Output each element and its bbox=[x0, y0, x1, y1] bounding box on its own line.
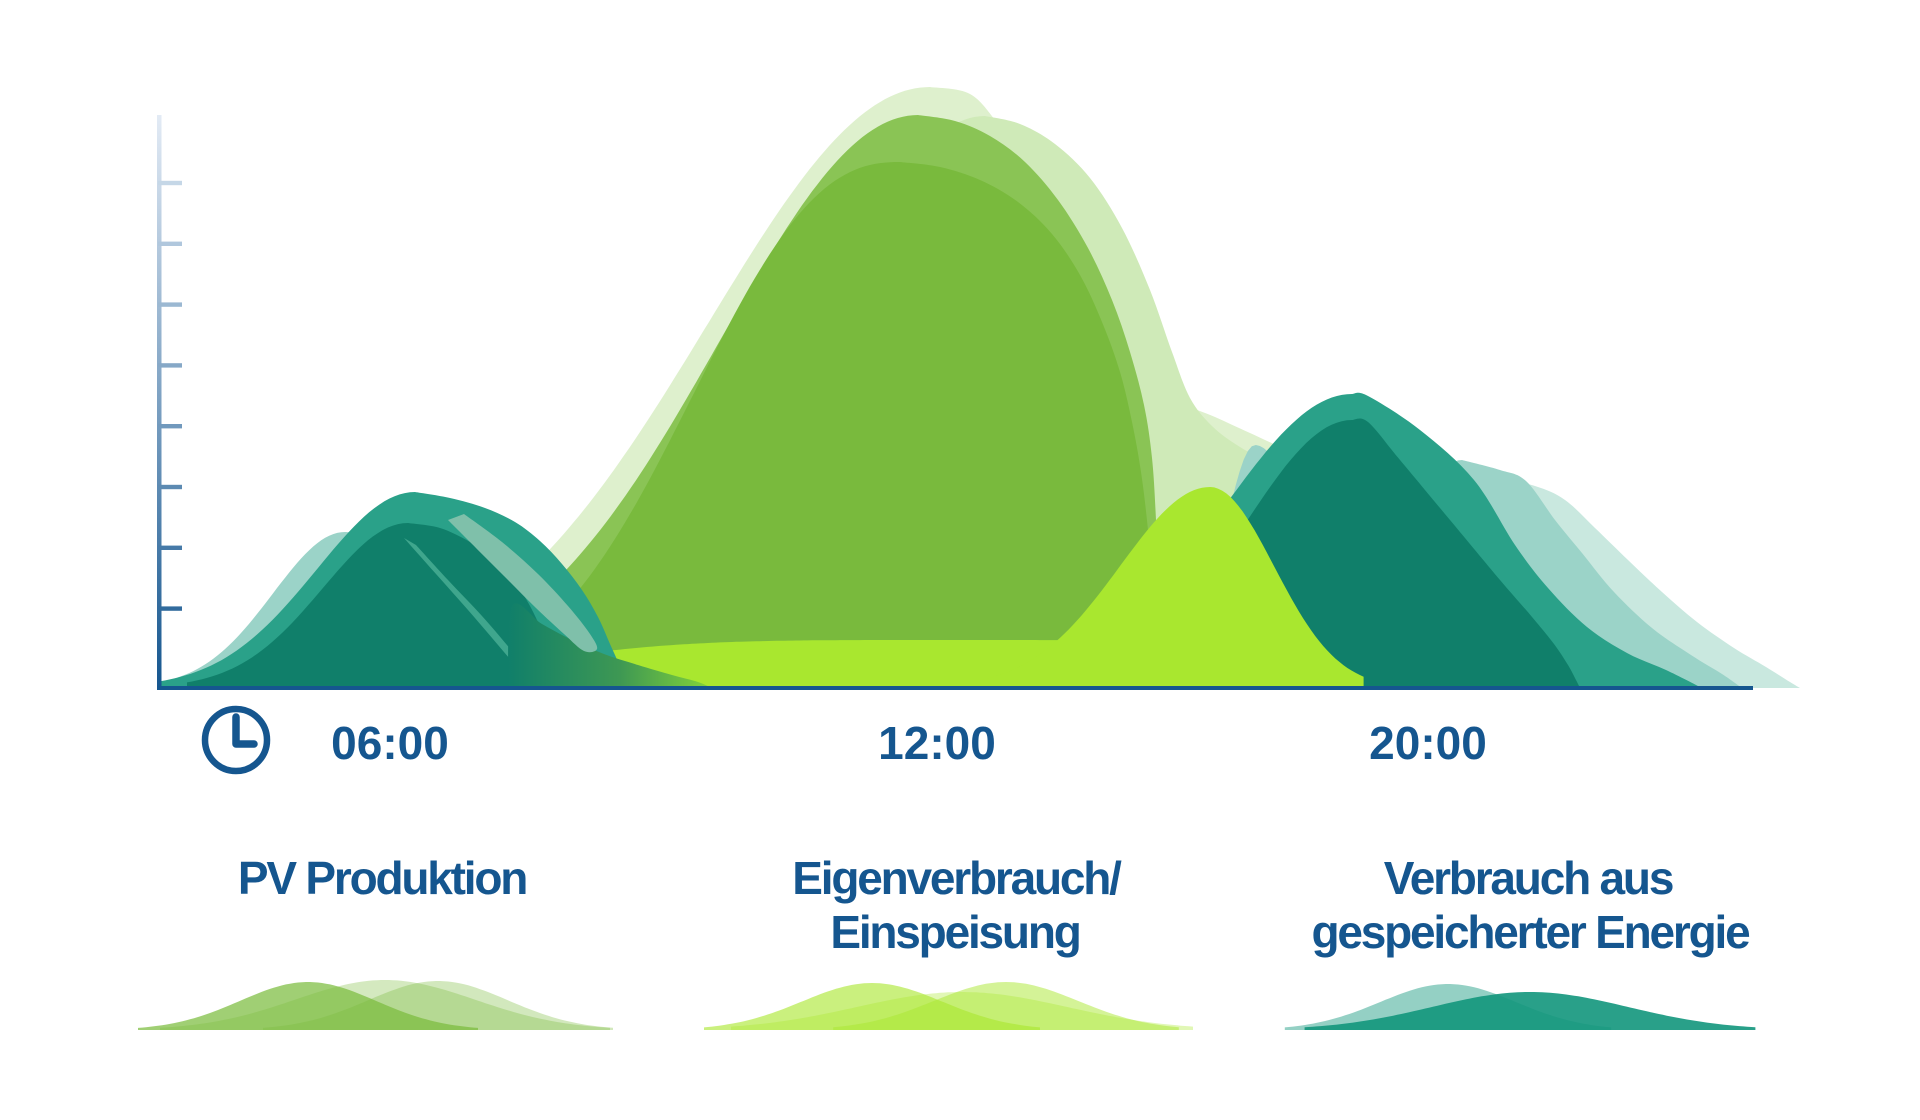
svg-text:Einspeisung: Einspeisung bbox=[830, 906, 1079, 958]
svg-text:gespeicherter Energie: gespeicherter Energie bbox=[1311, 906, 1750, 958]
svg-text:06:00: 06:00 bbox=[331, 717, 449, 769]
svg-text:20:00: 20:00 bbox=[1369, 717, 1487, 769]
svg-text:PV Produktion: PV Produktion bbox=[238, 852, 526, 904]
svg-text:12:00: 12:00 bbox=[878, 717, 996, 769]
svg-text:Eigenverbrauch/: Eigenverbrauch/ bbox=[792, 852, 1122, 904]
svg-text:Verbrauch aus: Verbrauch aus bbox=[1384, 852, 1673, 904]
